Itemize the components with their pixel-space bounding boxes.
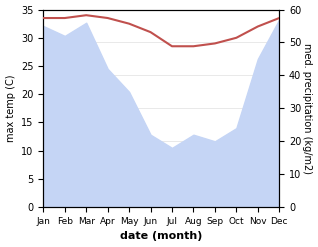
Y-axis label: med. precipitation (kg/m2): med. precipitation (kg/m2) [302, 43, 313, 174]
X-axis label: date (month): date (month) [120, 231, 203, 242]
Y-axis label: max temp (C): max temp (C) [5, 75, 16, 142]
